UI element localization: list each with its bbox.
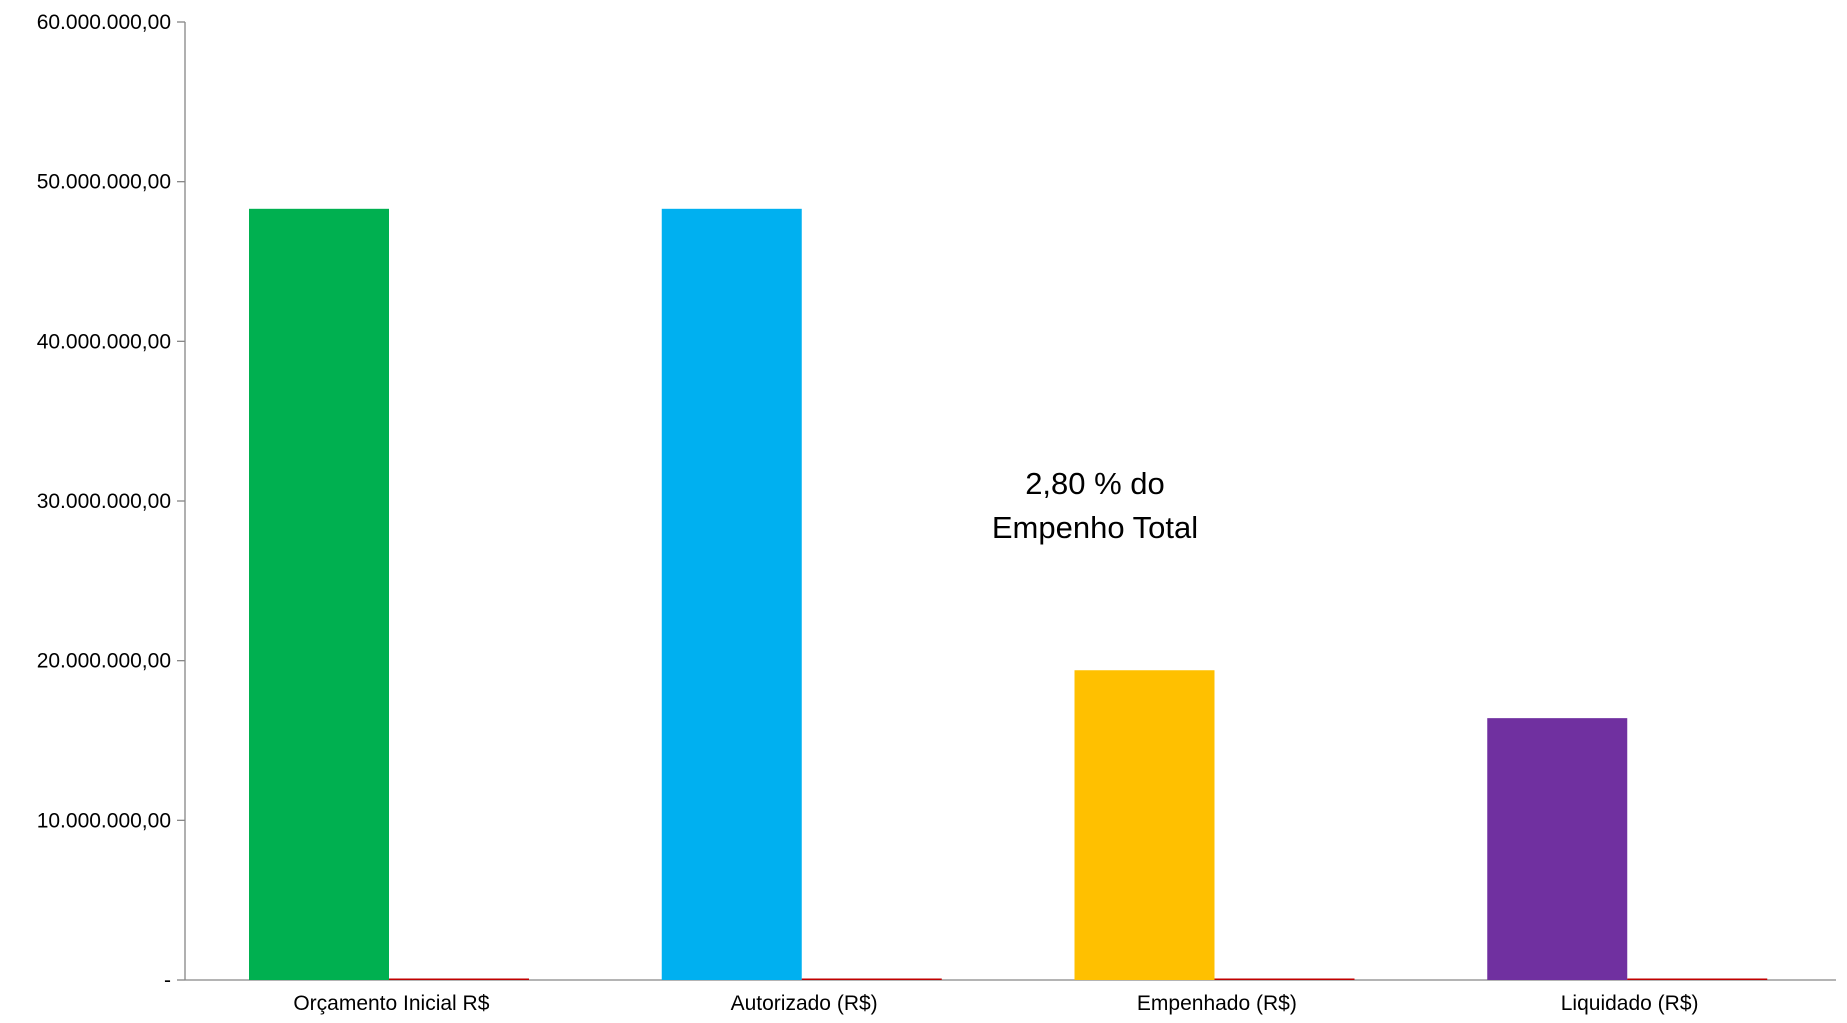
bar — [1074, 670, 1215, 980]
y-tick-label: 30.000.000,00 — [37, 490, 171, 513]
chart-annotation: 2,80 % do Empenho Total — [965, 462, 1225, 550]
x-tick-label: Orçamento Inicial R$ — [293, 992, 489, 1015]
y-tick-label: 60.000.000,00 — [37, 11, 171, 34]
bar — [801, 978, 942, 980]
y-tick-label: 10.000.000,00 — [37, 809, 171, 832]
x-tick-label: Empenhado (R$) — [1137, 992, 1297, 1015]
bar — [661, 208, 802, 980]
annotation-line-2: Empenho Total — [991, 510, 1199, 545]
y-tick-label: 50.000.000,00 — [37, 171, 171, 194]
y-tick-label: - — [164, 969, 171, 992]
y-tick-label: 20.000.000,00 — [37, 650, 171, 673]
bar — [1627, 978, 1768, 980]
annotation-line-1: 2,80 % do — [1025, 466, 1165, 501]
bar — [1487, 718, 1628, 980]
x-tick-label: Liquidado (R$) — [1561, 992, 1699, 1015]
bar — [249, 208, 389, 980]
bar — [389, 978, 529, 980]
bar — [1214, 978, 1355, 980]
x-tick-label: Autorizado (R$) — [731, 992, 878, 1015]
y-tick-label: 40.000.000,00 — [37, 330, 171, 353]
